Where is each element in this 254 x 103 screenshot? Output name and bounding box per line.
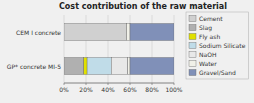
bar-segment: [64, 58, 84, 75]
tick-label: 60%: [123, 86, 137, 93]
bar-segment: [127, 24, 130, 41]
tick-label: 20%: [79, 86, 93, 93]
bar-segment: [111, 58, 128, 75]
bar-segment: [84, 58, 87, 75]
tick-label: 0%: [59, 86, 69, 93]
legend-swatch: [189, 43, 196, 49]
legend-label: Cement: [199, 15, 223, 22]
bar-segment: [64, 24, 127, 41]
legend-label: Water: [199, 60, 217, 67]
category-label: GP* concrete MI-5: [7, 63, 61, 70]
legend-swatch: [189, 34, 196, 40]
legend-label: Sodium Silicate: [199, 42, 246, 49]
legend-swatch: [189, 61, 196, 67]
tick-label: 100%: [165, 86, 182, 93]
legend-swatch: [189, 25, 196, 31]
legend-label: Fly ash: [199, 33, 220, 41]
bar-segment: [128, 58, 130, 75]
bar-segment: [130, 24, 174, 41]
legend-label: NaOH: [199, 51, 216, 58]
title: Cost contribution of the raw material: [59, 2, 227, 11]
bar-segment: [87, 58, 111, 75]
tick-label: 40%: [101, 86, 115, 93]
bars: [64, 24, 174, 75]
tick-label: 80%: [145, 86, 159, 93]
grid: [64, 15, 174, 83]
category-label: CEM I concrete: [16, 29, 61, 36]
x-axis-line: [64, 83, 174, 84]
chart: Cost contribution of the raw material 0% 2…: [0, 0, 254, 103]
bar-segment: [130, 58, 174, 75]
legend-swatch: [189, 16, 196, 22]
legend-swatch: [189, 70, 196, 76]
legend-label: Slag: [199, 24, 212, 32]
legend: Cement SlagFly ashSodium Silicate NaOH Wate…: [186, 12, 248, 79]
legend-swatch: [189, 52, 196, 58]
legend-label: Gravel/Sand: [199, 69, 236, 76]
legend-frame: [186, 12, 248, 79]
chart-container: Cost contribution of the raw material 0% 2…: [0, 0, 254, 103]
